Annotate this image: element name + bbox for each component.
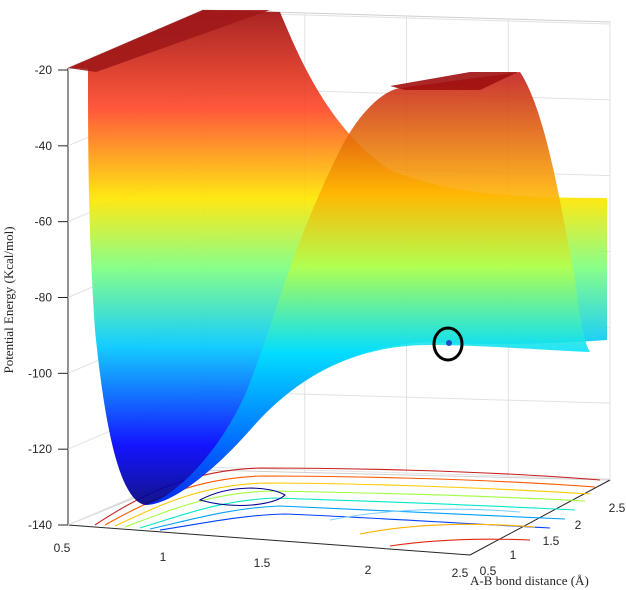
contour-line xyxy=(149,505,566,530)
z-tick-label: -100 xyxy=(28,366,52,380)
contour-line xyxy=(359,523,536,535)
z-tick-label: -140 xyxy=(28,518,52,532)
x-tick-label: 1.5 xyxy=(254,556,271,570)
potential-surface xyxy=(68,10,607,505)
contour-line xyxy=(389,538,531,547)
y-tick-label: 1.5 xyxy=(543,534,560,548)
y-tick-label: 2.5 xyxy=(609,501,626,515)
x-tick-label: 2 xyxy=(365,563,372,577)
z-ticks: -20 -40 -60 -80 -100 -120 -140 xyxy=(28,63,68,532)
saddle-marker xyxy=(432,326,464,362)
x-tick-label: 1 xyxy=(160,550,167,564)
contour-line xyxy=(124,490,586,528)
x-tick-label: 2.5 xyxy=(452,566,469,580)
x-ticks: 0.5 1 1.5 2 2.5 xyxy=(54,541,469,580)
contour-line xyxy=(139,497,576,529)
x-axis-line xyxy=(67,524,471,556)
z-tick-label: -60 xyxy=(35,215,53,229)
marker-point xyxy=(446,340,452,346)
y-tick-label: 2 xyxy=(575,518,582,532)
z-tick-label: -40 xyxy=(35,139,53,153)
contour-line xyxy=(198,487,286,506)
y-tick-label: 1 xyxy=(510,548,517,562)
surface-cap xyxy=(68,10,270,72)
contour-line xyxy=(329,508,521,521)
y-axis-label: A-B bond distance (Å) xyxy=(470,573,589,588)
marker-ring xyxy=(432,326,464,362)
surface-cap xyxy=(390,72,518,90)
z-axis-label: Potential Energy (Kcal/mol) xyxy=(1,226,16,373)
y-tick-label: 0.5 xyxy=(480,564,497,578)
z-tick-label: -20 xyxy=(35,63,53,77)
contour-line xyxy=(159,513,551,531)
x-tick-label: 0.5 xyxy=(54,541,71,555)
contour-line xyxy=(114,482,591,527)
z-tick-label: -120 xyxy=(28,442,52,456)
z-tick-label: -80 xyxy=(35,291,53,305)
y-ticks: 2.5 2 1.5 1 0.5 xyxy=(480,501,626,578)
surface-front-sheet xyxy=(145,72,590,505)
